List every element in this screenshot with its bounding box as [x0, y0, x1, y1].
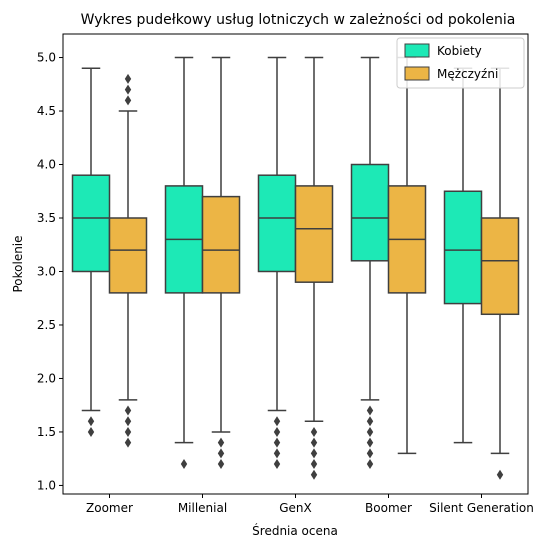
legend-swatch-kobiety	[404, 43, 430, 58]
box-group	[257, 56, 297, 470]
box-group	[71, 67, 111, 437]
y-tick-label: 4.0	[37, 158, 56, 172]
y-tick-label: 4.5	[37, 104, 56, 118]
outlier-point	[217, 459, 225, 470]
outlier-point	[217, 448, 225, 459]
box-iqr	[443, 190, 483, 305]
box-iqr	[350, 163, 390, 262]
box-iqr	[108, 217, 148, 294]
outlier-point	[366, 459, 374, 470]
outlier-point	[273, 426, 281, 437]
plot-area	[71, 56, 520, 480]
outlier-point	[124, 437, 132, 448]
x-tick-label: Silent Generation	[429, 501, 534, 515]
outlier-point	[366, 416, 374, 427]
x-axis: Zoomer Millenial GenX Boomer Silent Generati…	[86, 494, 534, 515]
box-iqr	[71, 174, 111, 273]
outlier-point	[366, 405, 374, 416]
outlier-point	[124, 405, 132, 416]
y-axis-label: Pokolenie	[11, 235, 25, 292]
outlier-point	[124, 95, 132, 106]
outlier-point	[124, 426, 132, 437]
outlier-point	[180, 459, 188, 470]
outlier-point	[310, 469, 318, 480]
y-tick-label: 1.5	[37, 425, 56, 439]
y-tick-label: 2.0	[37, 371, 56, 385]
box-group	[350, 56, 390, 470]
outlier-point	[273, 437, 281, 448]
y-tick-label: 3.5	[37, 211, 56, 225]
box-group	[294, 56, 334, 480]
box-group	[443, 67, 483, 444]
box-group	[387, 56, 427, 455]
box-iqr	[201, 195, 241, 294]
outlier-point	[310, 437, 318, 448]
x-tick-label: Boomer	[365, 501, 412, 515]
outlier-point	[124, 84, 132, 95]
outlier-point	[273, 448, 281, 459]
y-axis: 1.0 1.5 2.0 2.5 3.0 3.5 4.0 4.5 5.0	[37, 51, 63, 492]
outlier-point	[273, 416, 281, 427]
outlier-point	[310, 459, 318, 470]
box-iqr	[257, 174, 297, 273]
legend: Kobiety Mężczyźni	[396, 37, 525, 89]
x-tick-label: Millenial	[178, 501, 227, 515]
x-tick-label: Zoomer	[86, 501, 133, 515]
outlier-point	[217, 437, 225, 448]
outlier-point	[310, 448, 318, 459]
outlier-point	[124, 416, 132, 427]
outlier-point	[124, 73, 132, 84]
y-tick-label: 2.5	[37, 318, 56, 332]
legend-label-mezczyzni: Mężczyźni	[437, 67, 498, 81]
legend-label-kobiety: Kobiety	[437, 44, 482, 58]
box-group	[201, 56, 241, 470]
chart-title: Wykres pudełkowy usług lotniczych w zale…	[81, 12, 516, 28]
x-axis-label: Średnia ocena	[252, 523, 338, 538]
legend-swatch-mezczyzni	[404, 66, 430, 81]
outlier-point	[366, 448, 374, 459]
box-iqr	[294, 185, 334, 283]
box-group	[480, 67, 520, 480]
outlier-point	[496, 469, 504, 480]
outlier-point	[366, 426, 374, 437]
outlier-point	[366, 437, 374, 448]
outlier-point	[87, 416, 95, 427]
box-group	[108, 73, 148, 448]
box-iqr	[480, 217, 520, 316]
x-tick-label: GenX	[279, 501, 312, 515]
outlier-point	[310, 426, 318, 437]
outlier-point	[87, 426, 95, 437]
y-tick-label: 5.0	[37, 51, 56, 65]
y-tick-label: 1.0	[37, 478, 56, 492]
box-group	[164, 56, 204, 470]
outlier-point	[273, 459, 281, 470]
y-tick-label: 3.0	[37, 264, 56, 278]
